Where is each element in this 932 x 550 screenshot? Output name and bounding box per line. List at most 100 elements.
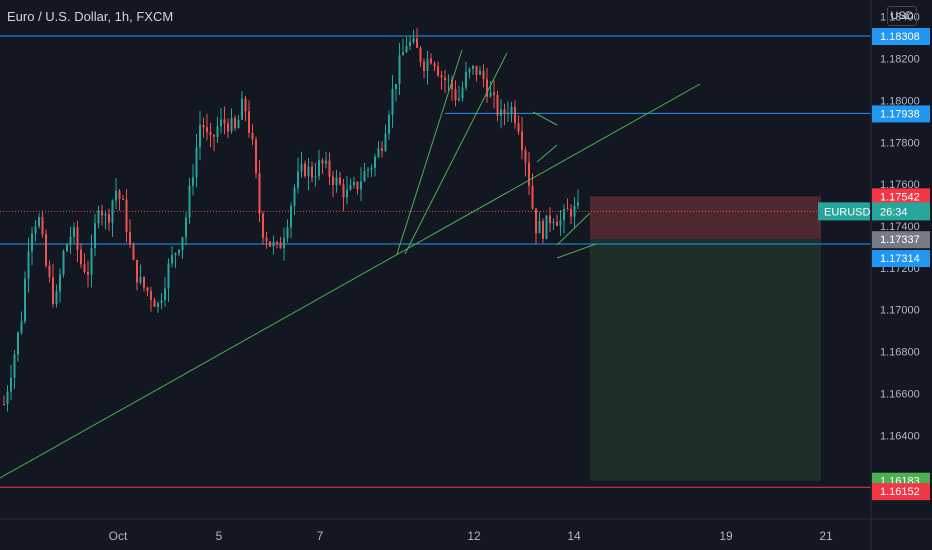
price-tag [872,231,930,249]
candle-body [552,221,555,224]
candle-body [94,223,96,249]
candle-body [300,163,303,172]
price-tag [872,105,930,123]
candle-body [52,277,54,305]
candle-body [108,214,110,223]
x-tick-label: Oct [109,529,128,543]
candle-body [549,215,551,224]
candle-body [223,119,226,124]
candle-body [479,70,481,75]
candle-body [398,55,401,85]
candle-body [381,148,383,151]
trendline [532,111,558,126]
candle-body [461,87,464,99]
candle-body [405,45,408,53]
candle-body [213,135,215,137]
candle-body [13,354,16,378]
candle-body [192,177,194,186]
y-tick-label: 1.18200 [880,54,920,66]
candle-body [573,205,576,217]
candle-body [66,244,68,252]
candle-body [188,185,191,218]
candle-body [73,227,75,237]
candle-body [286,227,289,239]
candle-body [101,210,103,216]
candle-body [45,234,47,266]
candle-body [311,166,313,178]
candle-body [143,276,145,288]
x-tick-label: 14 [567,529,581,543]
y-tick-label: 1.18400 [880,12,920,24]
candle-body [59,274,61,292]
candle-body [55,291,58,305]
trendline [396,49,463,255]
candle-body [171,255,173,264]
candle-body [290,205,292,228]
candle-body [486,79,488,97]
candle-body [335,177,338,185]
candle-body [447,79,450,81]
price-tag-label: 1.16152 [880,486,920,498]
candle-body [41,217,44,235]
countdown-tag [872,202,930,221]
candle-body [384,133,387,151]
candle-body [6,391,9,405]
candle-body [328,160,331,177]
trendline [0,83,701,479]
candle-body [209,132,212,136]
trendline [404,52,508,255]
candle-body [535,208,537,234]
candle-body [272,242,275,247]
candle-body [83,264,86,272]
candle-body [451,79,453,90]
price-axis [871,0,932,550]
price-tag-label: 1.17542 [880,191,920,203]
price-tag-label: 1.17938 [880,108,920,120]
candle-body [146,287,149,292]
symbol-tag-label: EURUSD [824,206,871,218]
candle-body [297,171,299,188]
candle-body [531,185,534,209]
price-tag [872,250,930,268]
candle-body [314,176,317,178]
candle-body [419,47,422,62]
candle-body [195,147,198,178]
chart-title: Euro / U.S. Dollar, 1h, FXCM [7,9,174,24]
candle-body [517,123,520,132]
candle-body [559,220,562,226]
candle-body [237,119,240,129]
candle-body [566,208,569,210]
y-tick-label: 1.17000 [880,305,920,317]
currency-button[interactable]: USD [887,6,917,26]
candle-body [321,160,324,164]
candle-body [465,71,467,88]
candle-body [31,233,33,252]
candle-body [570,208,572,217]
candle-body [76,227,79,250]
candle-body [20,321,23,333]
candle-body [510,106,513,113]
candle-body [423,61,425,71]
candle-body [454,89,457,101]
candle-body [160,300,163,303]
candle-body [262,213,264,238]
candle-body [157,302,159,307]
candle-body [104,214,107,216]
candle-body [444,77,446,81]
candle-body [325,160,327,164]
y-tick-label: 1.17800 [880,137,920,149]
candle-body [293,187,296,206]
candle-body [87,271,89,275]
candle-body [363,170,366,182]
candle-body [307,166,310,177]
candle-body [90,248,93,275]
candle-body [563,208,565,221]
candle-body [367,169,369,171]
y-tick-label: 1.17600 [880,179,920,191]
candle-body [251,132,254,140]
candle-body [440,75,443,78]
price-tag [872,483,930,501]
candle-body [514,106,516,124]
candle-body [283,238,285,249]
